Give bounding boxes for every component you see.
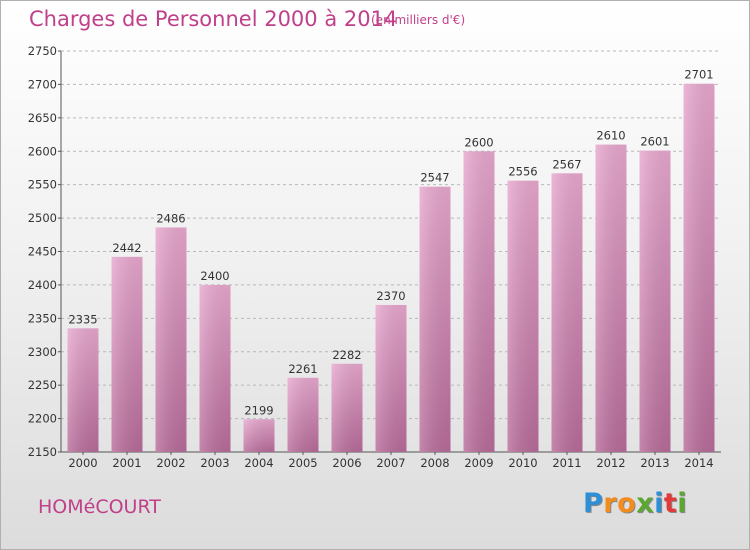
brand-letter: t — [663, 488, 678, 519]
bar-shade — [287, 377, 319, 452]
data-label: 2600 — [464, 135, 493, 149]
y-tick-label: 2250 — [28, 378, 57, 392]
data-label: 2282 — [332, 348, 361, 362]
y-tick-label: 2650 — [28, 111, 57, 125]
y-tick-label: 2750 — [28, 44, 57, 58]
brand-letter: o — [617, 488, 637, 519]
bar-shade — [419, 186, 451, 452]
bar-shade — [67, 328, 99, 452]
data-label: 2547 — [420, 171, 449, 185]
y-tick-label: 2150 — [28, 445, 57, 459]
chart-subtitle: (en milliers d'€) — [371, 13, 466, 27]
bar-layer — [67, 83, 715, 453]
y-tick-label: 2350 — [28, 311, 57, 325]
data-label: 2370 — [376, 289, 405, 303]
data-label: 2567 — [552, 157, 581, 171]
commune-name: HOMéCOURT — [38, 496, 161, 518]
bar-shade — [199, 284, 231, 452]
x-tick-label: 2000 — [68, 456, 97, 470]
brand-letter: i — [677, 488, 688, 519]
x-tick-label: 2012 — [596, 456, 625, 470]
brand-letter: P — [583, 488, 604, 519]
bar-shade — [375, 304, 407, 452]
x-tick-label: 2008 — [420, 456, 449, 470]
label-layer: 2335 2442 2486 2400 2199 2261 2282 2370 2547 2600… — [68, 68, 713, 418]
data-label: 2442 — [112, 241, 141, 255]
y-tick-label: 2600 — [28, 144, 57, 158]
bar-shade — [683, 83, 715, 452]
bar-shade — [331, 363, 363, 452]
brand-letter: i — [654, 488, 664, 519]
x-tick-label: 2001 — [112, 456, 141, 470]
bar-shade — [155, 227, 187, 452]
brand-letter: r — [603, 488, 618, 519]
y-tick-label: 2300 — [28, 345, 57, 359]
data-label: 2199 — [244, 403, 273, 417]
x-tick-label: 2009 — [464, 456, 493, 470]
data-label: 2601 — [640, 135, 669, 149]
proxiti-logo: Proxiti — [583, 488, 687, 519]
x-tick-label: 2013 — [640, 456, 669, 470]
x-tick-label: 2002 — [156, 456, 185, 470]
x-tick-label: 2006 — [332, 456, 361, 470]
data-label: 2486 — [156, 211, 185, 225]
data-label: 2701 — [684, 68, 713, 82]
x-tick-label: 2003 — [200, 456, 229, 470]
x-tick-label: 2007 — [376, 456, 405, 470]
bar-shade — [243, 419, 275, 452]
bar-shade — [111, 256, 143, 452]
x-tick-label: 2005 — [288, 456, 317, 470]
y-tick-label: 2400 — [28, 278, 57, 292]
data-label: 2335 — [68, 312, 97, 326]
axis-layer: 2150 2200 2250 2300 2350 2400 2450 2500 2550 2600… — [28, 44, 721, 470]
bar-shade — [551, 173, 583, 452]
x-tick-label: 2010 — [508, 456, 537, 470]
data-label: 2610 — [596, 129, 625, 143]
bar-shade — [507, 180, 539, 452]
bar-shade — [463, 151, 495, 452]
brand-letter: x — [636, 488, 655, 519]
data-label: 2556 — [508, 165, 537, 179]
data-label: 2261 — [288, 362, 317, 376]
y-tick-label: 2200 — [28, 412, 57, 426]
x-tick-label: 2014 — [684, 456, 713, 470]
chart-title: Charges de Personnel 2000 à 2014 — [29, 7, 398, 31]
y-tick-label: 2700 — [28, 77, 57, 91]
y-tick-label: 2450 — [28, 245, 57, 259]
bar-shade — [595, 144, 627, 453]
y-tick-label: 2550 — [28, 178, 57, 192]
data-label: 2400 — [200, 269, 229, 283]
x-tick-label: 2011 — [552, 456, 581, 470]
y-tick-label: 2500 — [28, 211, 57, 225]
bar-shade — [639, 150, 671, 452]
x-tick-label: 2004 — [244, 456, 273, 470]
